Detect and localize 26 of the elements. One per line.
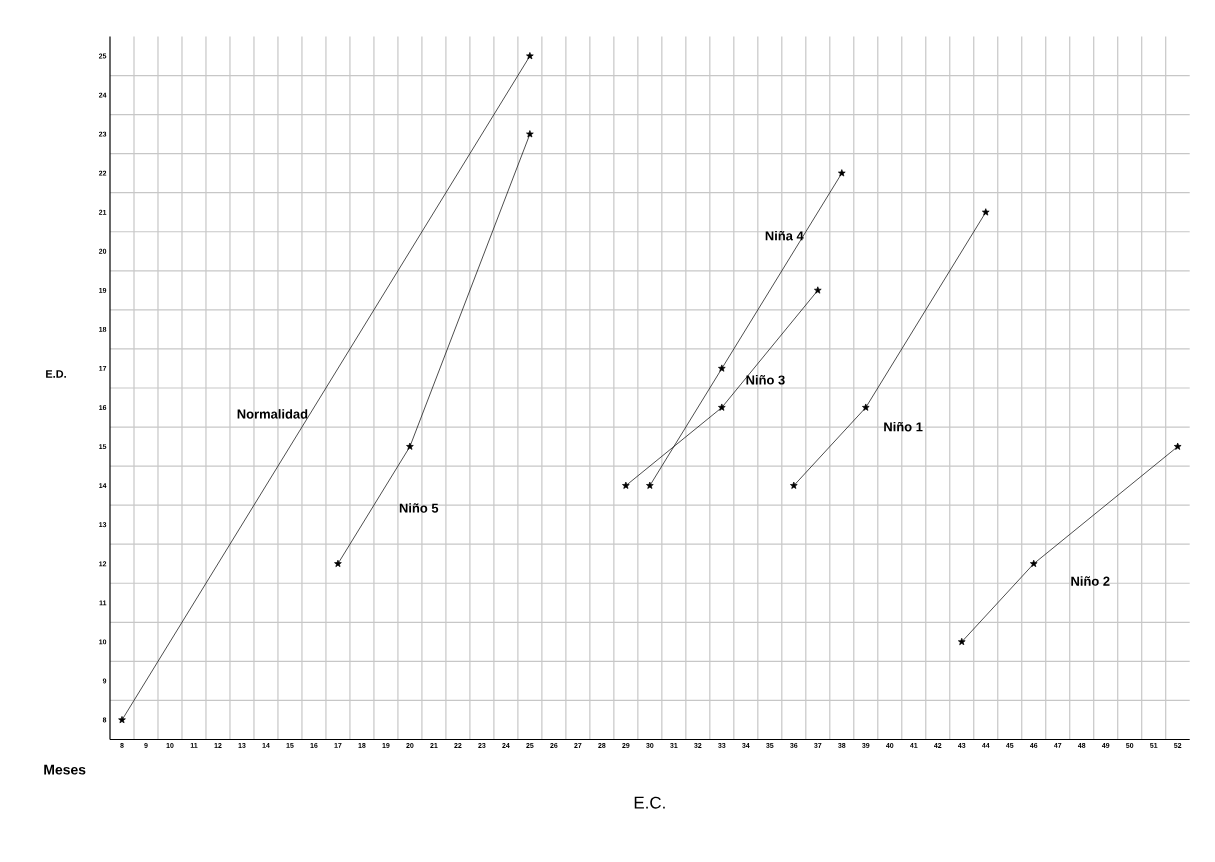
- point: [1029, 559, 1038, 567]
- x-axis-title: E.C.: [634, 796, 665, 809]
- point: [862, 403, 870, 411]
- series-label: Niño 1: [884, 421, 923, 432]
- point: [526, 130, 534, 138]
- point: [622, 481, 630, 489]
- series-label: Niño 3: [746, 375, 785, 385]
- point: [118, 716, 126, 724]
- point: [526, 52, 534, 60]
- point: [406, 442, 414, 450]
- point: [1173, 442, 1182, 450]
- series-label: Normalidad: [237, 409, 308, 419]
- point: [814, 286, 822, 294]
- point: [838, 169, 846, 177]
- text: Meses: [44, 764, 86, 775]
- point: [718, 403, 726, 411]
- point: [790, 481, 798, 489]
- point: [334, 559, 342, 567]
- point: [981, 208, 990, 216]
- point: [718, 364, 726, 372]
- point: [958, 637, 966, 646]
- text: Niño 2: [1071, 576, 1110, 586]
- point: [646, 481, 654, 489]
- series-label: Niña 4: [765, 230, 804, 241]
- series-label: Niño 5: [399, 503, 439, 513]
- y-axis-title: E.D.: [46, 370, 66, 378]
